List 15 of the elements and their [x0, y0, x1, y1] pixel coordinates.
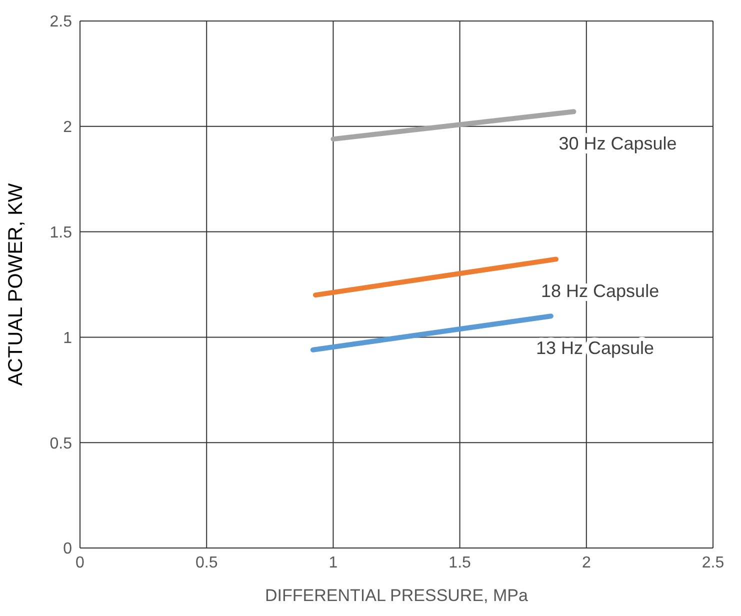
- y-tick-label: 1: [63, 330, 72, 347]
- y-axis-title: ACTUAL POWER, KW: [5, 183, 28, 386]
- x-tick-label: 1: [328, 554, 338, 572]
- x-axis-title: DIFFERENTIAL PRESSURE, MPa: [265, 586, 529, 605]
- y-tick-label: 0: [63, 540, 72, 558]
- x-tick-label: 2.5: [702, 554, 724, 572]
- y-tick-label: 2.5: [50, 14, 72, 31]
- x-tick-label: 2: [582, 554, 591, 572]
- x-tick-label: 0.5: [195, 554, 218, 572]
- y-tick-label: 2: [63, 119, 72, 136]
- x-tick-label: 0: [76, 554, 85, 572]
- series-label: 13 Hz Capsule: [536, 338, 654, 358]
- y-tick-label: 0.5: [50, 435, 72, 452]
- x-tick-label: 1.5: [448, 554, 472, 572]
- y-tick-label: 1.5: [50, 224, 72, 242]
